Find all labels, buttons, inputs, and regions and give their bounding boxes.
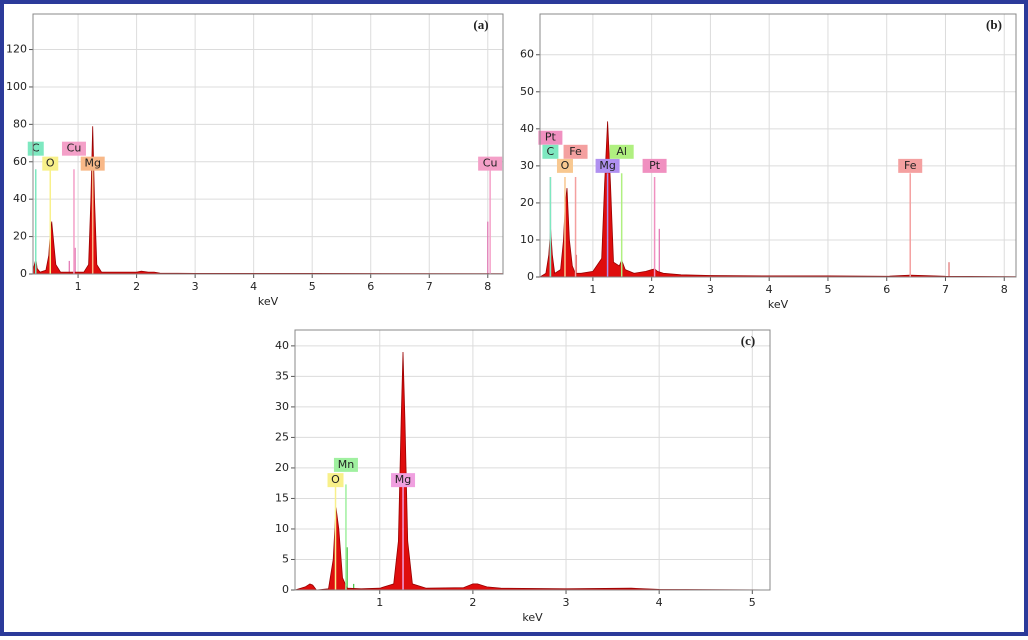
peak-label: Cu xyxy=(67,142,82,155)
y-tick-label: 80 xyxy=(13,117,27,130)
peak-label: Fe xyxy=(904,159,917,172)
panel-title: (c) xyxy=(741,333,755,348)
x-tick-label: 2 xyxy=(648,283,655,296)
spectrum-area xyxy=(32,126,504,275)
x-tick-label: 5 xyxy=(824,283,831,296)
peak-label-box xyxy=(542,144,559,159)
spectrum-area xyxy=(538,121,1017,278)
peak-label: Pt xyxy=(545,131,557,144)
x-tick-label: 2 xyxy=(469,596,476,609)
y-tick-label: 0 xyxy=(527,270,534,283)
peak-label-box xyxy=(61,141,86,156)
x-tick-label: 2 xyxy=(133,280,140,293)
x-tick-label: 4 xyxy=(766,283,773,296)
peak-label: Cu xyxy=(483,157,498,170)
peak-label: Al xyxy=(616,145,627,158)
peak-label-box xyxy=(642,158,667,173)
x-tick-label: 5 xyxy=(749,596,756,609)
peak-label: Mn xyxy=(338,458,354,471)
y-tick-label: 40 xyxy=(275,339,289,352)
x-tick-label: 6 xyxy=(883,283,890,296)
y-tick-label: 10 xyxy=(275,522,289,535)
peak-label-box xyxy=(80,156,105,171)
y-tick-label: 50 xyxy=(520,85,534,98)
y-tick-label: 20 xyxy=(13,230,27,243)
peak-label-box xyxy=(327,473,344,488)
x-tick-label: 5 xyxy=(309,280,316,293)
peak-label: O xyxy=(561,159,570,172)
peak-label-box xyxy=(333,457,358,472)
peak-label: C xyxy=(32,142,40,155)
y-tick-label: 0 xyxy=(282,583,289,596)
peak-label: Fe xyxy=(569,145,582,158)
x-axis-label: keV xyxy=(522,611,543,624)
x-axis-label: keV xyxy=(768,298,789,311)
peak-label-box xyxy=(538,130,563,145)
x-tick-label: 4 xyxy=(250,280,257,293)
peak-label: Pt xyxy=(649,159,661,172)
y-tick-label: 60 xyxy=(13,155,27,168)
x-tick-label: 1 xyxy=(589,283,596,296)
x-tick-label: 4 xyxy=(656,596,663,609)
peak-label-box xyxy=(27,141,44,156)
y-tick-label: 10 xyxy=(520,233,534,246)
y-tick-label: 60 xyxy=(520,48,534,61)
peak-label: Mg xyxy=(599,159,615,172)
y-tick-label: 35 xyxy=(275,369,289,382)
plot-border xyxy=(539,13,1017,278)
plot-border xyxy=(294,329,771,591)
y-tick-label: 15 xyxy=(275,491,289,504)
y-tick-label: 120 xyxy=(6,43,27,56)
y-tick-label: 0 xyxy=(20,267,27,280)
spectrum-area xyxy=(294,351,771,591)
panel-title: (a) xyxy=(473,17,488,32)
y-tick-label: 30 xyxy=(520,159,534,172)
peak-label-box xyxy=(42,156,59,171)
x-tick-label: 8 xyxy=(1001,283,1008,296)
x-tick-label: 7 xyxy=(426,280,433,293)
x-tick-label: 8 xyxy=(484,280,491,293)
y-tick-label: 20 xyxy=(275,461,289,474)
x-tick-label: 1 xyxy=(376,596,383,609)
x-tick-label: 1 xyxy=(75,280,82,293)
y-tick-label: 5 xyxy=(282,552,289,565)
x-tick-label: 7 xyxy=(942,283,949,296)
x-axis-label: keV xyxy=(258,295,279,308)
x-tick-label: 3 xyxy=(563,596,570,609)
peak-label-box xyxy=(391,473,416,488)
peak-label: O xyxy=(331,473,340,486)
peak-label-box xyxy=(609,144,634,159)
plot-border xyxy=(32,13,504,275)
peak-label: C xyxy=(547,145,555,158)
peak-label-box xyxy=(898,158,923,173)
peak-label: O xyxy=(46,157,55,170)
y-tick-label: 20 xyxy=(520,196,534,209)
x-tick-label: 3 xyxy=(707,283,714,296)
y-tick-label: 25 xyxy=(275,430,289,443)
peak-label-box xyxy=(478,156,503,171)
peak-label-box xyxy=(595,158,620,173)
y-tick-label: 40 xyxy=(13,192,27,205)
y-tick-label: 100 xyxy=(6,80,27,93)
peak-label: Mg xyxy=(84,157,100,170)
x-tick-label: 3 xyxy=(192,280,199,293)
peak-label-box xyxy=(563,144,588,159)
x-tick-label: 6 xyxy=(367,280,374,293)
peak-label-box xyxy=(556,158,573,173)
panel-title: (b) xyxy=(986,17,1002,32)
plot-area xyxy=(294,329,771,591)
y-tick-label: 40 xyxy=(520,122,534,135)
plot-area xyxy=(32,13,504,275)
y-tick-label: 30 xyxy=(275,400,289,413)
peak-label: Mg xyxy=(395,473,411,486)
